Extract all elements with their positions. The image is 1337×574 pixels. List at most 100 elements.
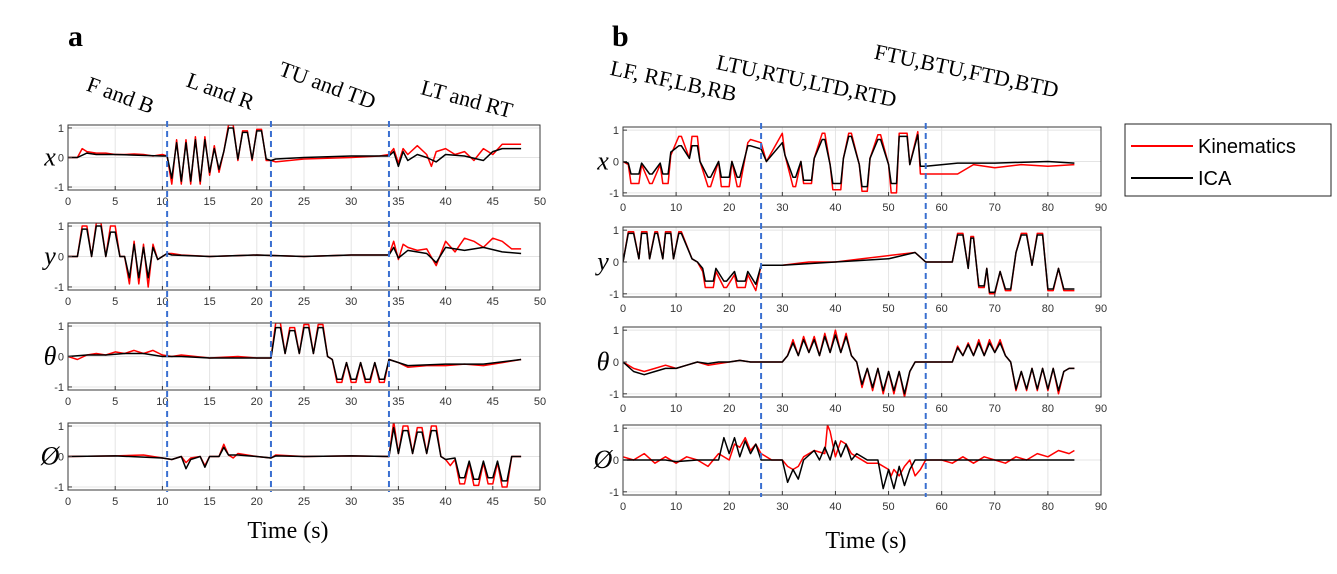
x-tick-label: 10 [156,196,168,208]
y-tick-label: 1 [613,125,619,137]
x-tick-label: 50 [882,501,894,513]
x-tick-label: 10 [670,501,682,513]
x-tick-label: 25 [298,196,310,208]
x-tick-label: 0 [620,303,626,315]
x-tick-label: 20 [251,196,263,208]
series-ica-b1 [623,232,1075,293]
x-tick-label: 30 [776,501,788,513]
y-tick-label: 0 [58,252,64,264]
x-tick-label: 10 [670,202,682,214]
y-tick-label: -1 [609,188,619,200]
y-tick-label: -1 [609,289,619,301]
y-axis-label: Ø [40,442,61,471]
x-tick-label: 30 [776,303,788,315]
x-tick-label: 50 [534,396,546,408]
x-tick-label: 5 [112,296,118,308]
x-tick-label: 15 [203,396,215,408]
series-kinematics-b3 [623,425,1075,477]
series-ica-b3 [623,436,1075,490]
x-tick-label: 90 [1095,501,1107,513]
x-tick-label: 20 [723,501,735,513]
x-tick-label: 25 [298,496,310,508]
x-tick-label: 35 [392,296,404,308]
y-tick-label: 1 [58,123,64,135]
x-tick-label: 10 [156,296,168,308]
y-tick-label: 1 [613,423,619,435]
y-tick-label: 0 [613,257,619,269]
y-tick-label: 0 [613,357,619,369]
y-axis-label: y [41,242,56,271]
y-axis-label: θ [44,342,57,371]
x-tick-label: 80 [1042,303,1054,315]
y-axis-label: θ [597,347,610,376]
segment-label: LTU,RTU,LTD,RTD [714,49,899,112]
x-tick-label: 50 [534,496,546,508]
x-tick-label: 10 [156,396,168,408]
x-tick-label: 10 [156,496,168,508]
x-tick-label: 0 [65,396,71,408]
x-tick-label: 35 [392,196,404,208]
x-tick-label: 0 [620,202,626,214]
x-tick-label: 30 [345,396,357,408]
x-tick-label: 35 [392,396,404,408]
panel-b-letter: b [612,20,629,53]
x-tick-label: 50 [882,303,894,315]
x-tick-label: 25 [298,396,310,408]
x-tick-label: 30 [776,202,788,214]
y-tick-label: 1 [58,221,64,233]
x-tick-label: 40 [829,501,841,513]
series-ica-a0 [68,127,522,182]
y-tick-label: 0 [58,352,64,364]
y-tick-label: -1 [609,487,619,499]
x-tick-label: 5 [112,396,118,408]
x-tick-label: 20 [251,396,263,408]
x-tick-label: 45 [487,196,499,208]
series-ica-b0 [623,134,1075,188]
x-tick-label: 40 [439,296,451,308]
segment-label: L and R [183,67,258,115]
legend-label-kinematics: Kinematics [1198,136,1296,158]
y-axis-label: y [594,247,609,276]
x-tick-label: 70 [989,303,1001,315]
x-tick-label: 45 [487,496,499,508]
x-tick-label: 0 [620,501,626,513]
x-tick-label: 30 [776,403,788,415]
series-ica-a2 [68,326,522,381]
x-tick-label: 40 [439,396,451,408]
x-tick-label: 90 [1095,403,1107,415]
segment-label: LT and RT [418,75,516,124]
y-tick-label: -1 [54,182,64,194]
x-tick-label: 20 [251,296,263,308]
x-tick-label: 0 [65,296,71,308]
x-axis-label: Time (s) [247,518,328,544]
x-tick-label: 30 [345,496,357,508]
x-tick-label: 25 [298,296,310,308]
x-tick-label: 30 [345,196,357,208]
x-tick-label: 20 [723,202,735,214]
x-tick-label: 10 [670,303,682,315]
x-tick-label: 60 [936,403,948,415]
x-tick-label: 5 [112,196,118,208]
x-tick-label: 10 [670,403,682,415]
x-tick-label: 60 [936,501,948,513]
x-tick-label: 0 [620,403,626,415]
segment-label: FTU,BTU,FTD,BTD [872,39,1061,102]
y-tick-label: 0 [58,452,64,464]
x-tick-label: 15 [203,296,215,308]
x-tick-label: 20 [723,303,735,315]
x-tick-label: 60 [936,202,948,214]
x-tick-label: 35 [392,496,404,508]
y-tick-label: 1 [613,325,619,337]
x-tick-label: 60 [936,303,948,315]
y-axis-label: Ø [593,445,614,474]
x-tick-label: 45 [487,396,499,408]
x-axis-label: Time (s) [825,528,906,554]
x-tick-label: 80 [1042,403,1054,415]
x-tick-label: 15 [203,196,215,208]
